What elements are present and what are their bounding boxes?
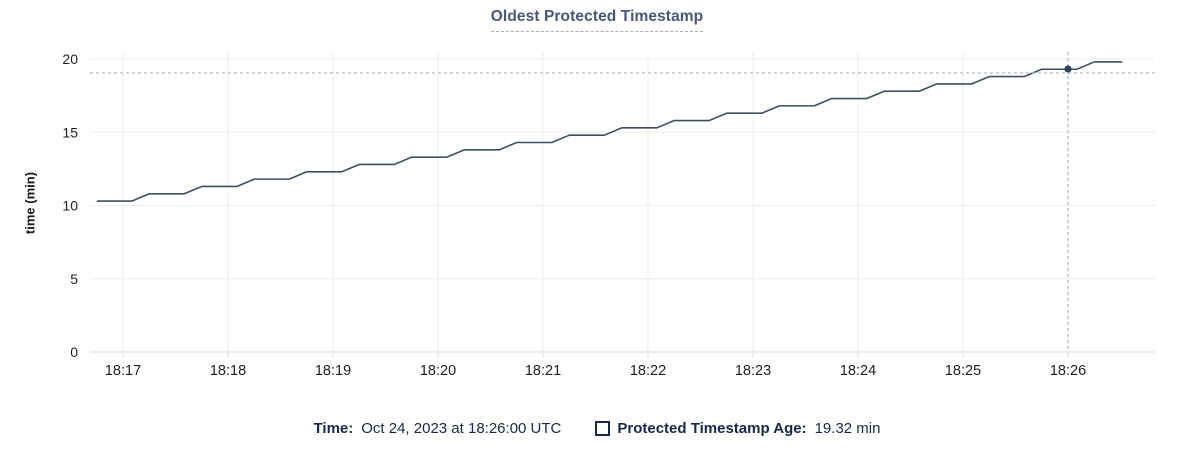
y-tick-label: 5: [70, 271, 78, 287]
x-tick-label: 18:22: [630, 363, 666, 379]
x-tick-label: 18:23: [735, 363, 771, 379]
legend-series-value: 19.32 min: [814, 420, 881, 437]
legend-time-label: Time:: [313, 420, 354, 437]
x-tick-label: 18:19: [315, 363, 351, 379]
series-line: [96, 61, 1123, 202]
legend-series-label: Protected Timestamp Age:: [617, 420, 807, 437]
x-tick-label: 18:25: [945, 363, 981, 379]
legend-series-toggle[interactable]: Protected Timestamp Age: 19.32 min: [595, 420, 880, 437]
chart-title[interactable]: Oldest Protected Timestamp: [490, 8, 704, 32]
x-tick-label: 18:17: [105, 363, 141, 379]
y-tick-label: 0: [70, 344, 78, 360]
y-axis-title: time (min): [22, 171, 38, 235]
hover-point-dot: [1064, 65, 1072, 73]
series-checkbox[interactable]: [595, 421, 611, 436]
oldest-protected-timestamp-chart: 0 5 10 15 20 18:17 18:18 18:19 18:20 18:21 18:22 18…: [62, 51, 1155, 379]
x-tick-label: 18:21: [525, 363, 561, 379]
chart-plot-area[interactable]: [90, 52, 1155, 352]
x-tick-label: 18:20: [420, 363, 456, 379]
x-tick-label: 18:18: [210, 363, 246, 379]
chart-header: Oldest Protected Timestamp: [0, 8, 1194, 32]
y-tick-label: 10: [62, 198, 78, 214]
y-tick-label: 20: [62, 51, 78, 67]
chart-legend: Time: Oct 24, 2023 at 18:26:00 UTC Prote…: [0, 420, 1194, 437]
y-tick-label: 15: [62, 124, 78, 140]
legend-time-value: Oct 24, 2023 at 18:26:00 UTC: [361, 420, 562, 437]
x-tick-label: 18:26: [1050, 363, 1086, 379]
legend-time: Time: Oct 24, 2023 at 18:26:00 UTC: [314, 420, 562, 437]
x-tick-label: 18:24: [840, 363, 876, 379]
